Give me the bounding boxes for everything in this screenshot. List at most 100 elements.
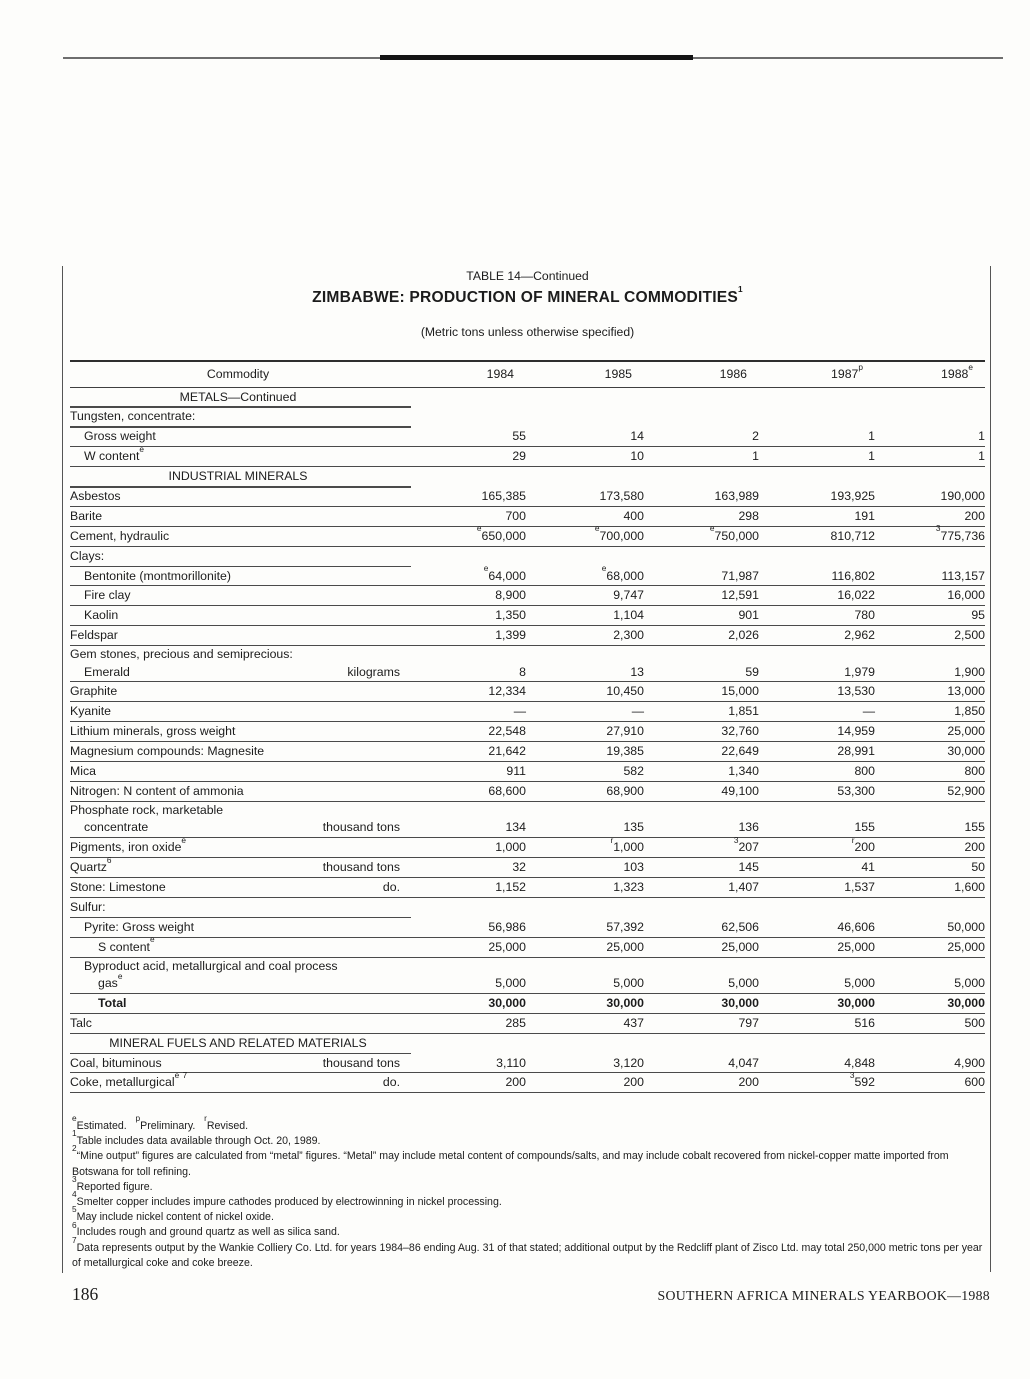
value-cell: 1,407 [728, 879, 759, 894]
value-cell: e68,000 [601, 563, 644, 583]
commodity-label: Graphite [70, 684, 118, 699]
category-row: Tungsten, concentrate: [70, 407, 985, 428]
value-cell: e750,000 [709, 523, 759, 543]
page-title: ZIMBABWE: PRODUCTION OF MINERAL COMMODIT… [312, 284, 743, 306]
section-row: INDUSTRIAL MINERALS [70, 467, 985, 488]
value-cell: 59 [745, 664, 759, 679]
commodity-label: Kaolin [84, 608, 119, 623]
section-label: MINERAL FUELS AND RELATED MATERIALS [109, 1035, 367, 1050]
value-cell: 1 [868, 429, 875, 444]
commodity-column-header: Commodity [206, 367, 270, 381]
value-cell: 16,022 [837, 588, 875, 603]
value-cell: 116,802 [831, 568, 875, 583]
value-cell: 5,000 [613, 976, 644, 991]
value-cell: 200 [964, 508, 985, 523]
table-row: Mica 911 582 1,340 800 800 [70, 762, 985, 782]
value-cell: 3,120 [613, 1055, 644, 1070]
table-row: Stone: Limestone do. 1,152 1,323 1,407 1,537 1… [70, 878, 985, 898]
footnote: 3Reported figure. [72, 1173, 153, 1193]
value-cell: 190,000 [940, 488, 985, 503]
table-row: Gem stones, precious and semiprecious: Em… [70, 646, 985, 683]
value-cell: 173,580 [599, 488, 644, 503]
value-cell: e700,000 [594, 523, 644, 543]
table-row: Talc 285 437 797 516 500 [70, 1014, 985, 1034]
commodity-label: Pigments, iron oxidee [70, 834, 187, 855]
commodity-label: gase [98, 970, 123, 991]
value-cell: 71,987 [721, 568, 759, 583]
commodity-label: Total [98, 995, 127, 1010]
unit-label: kilograms [347, 664, 400, 679]
value-cell: 68,900 [606, 783, 644, 798]
value-cell: 1,600 [954, 879, 985, 894]
short-rule [70, 485, 411, 488]
right-border-line [990, 266, 992, 1272]
value-cell: — [513, 704, 526, 719]
value-cell: 1 [978, 429, 985, 444]
value-cell: 46,606 [837, 919, 875, 934]
value-cell: 14,959 [837, 724, 875, 739]
value-cell: 145 [738, 860, 759, 875]
value-cell: 134 [505, 820, 526, 835]
value-cell: 14 [630, 429, 644, 444]
value-cell: 15,000 [721, 684, 759, 699]
section-label: INDUSTRIAL MINERALS [168, 469, 308, 484]
commodity-label: Bentonite (montmorillonite) [84, 568, 231, 583]
value-cell: 25,000 [721, 939, 759, 954]
value-cell: 582 [623, 764, 644, 779]
table-row: Total 30,000 30,000 30,000 30,000 30,000 [70, 994, 985, 1014]
commodity-label: Nitrogen: N content of ammonia [70, 783, 244, 798]
value-cell: 810,712 [830, 528, 875, 543]
value-cell: 30,000 [947, 995, 985, 1010]
table-row: Coal, bituminous thousand tons 3,110 3,120 4… [70, 1054, 985, 1074]
value-cell: 1,850 [954, 704, 985, 719]
value-cell: 800 [964, 764, 985, 779]
value-cell: 1 [868, 449, 875, 464]
value-cell: 3775,736 [935, 523, 985, 543]
section-row: METALS—Continued [70, 388, 985, 408]
year-column-header: 1984 [486, 367, 514, 381]
value-cell: 113,157 [941, 568, 985, 583]
category-label: Tungsten, concentrate: [70, 409, 196, 424]
value-cell: 25,000 [488, 939, 526, 954]
commodity-label: Magnesium compounds: Magnesite [70, 744, 265, 759]
commodity-label: Barite [70, 508, 103, 523]
commodity-label: Byproduct acid, metallurgical and coal p… [84, 958, 338, 973]
table-row: Kyanite — — 1,851 — 1,850 [70, 702, 985, 723]
commodity-label: Feldspar [70, 628, 118, 643]
value-cell: 62,506 [721, 919, 759, 934]
commodity-label: Kyanite [70, 704, 112, 719]
value-cell: 22,548 [488, 724, 526, 739]
commodity-label: Phosphate rock, marketable [70, 802, 224, 817]
unit-label: do. [382, 879, 400, 894]
value-cell: 200 [964, 840, 985, 855]
value-cell: 193,925 [830, 488, 875, 503]
section-label: METALS—Continued [179, 389, 297, 404]
value-cell: 28,991 [837, 744, 875, 759]
value-cell: 191 [854, 508, 875, 523]
value-cell: 2,026 [728, 628, 759, 643]
value-cell: 437 [623, 1015, 644, 1030]
value-cell: 155 [854, 820, 875, 835]
value-cell: 16,000 [947, 588, 985, 603]
value-cell: 516 [854, 1015, 875, 1030]
table-row: S contente 25,000 25,000 25,000 25,000 25,000 [70, 935, 985, 958]
value-cell: 25,000 [606, 939, 644, 954]
value-cell: 30,000 [488, 995, 526, 1010]
commodity-label: Emerald [84, 664, 130, 679]
value-cell: 4,047 [728, 1055, 759, 1070]
value-cell: 1,000 [495, 840, 526, 855]
value-cell: 30,000 [606, 995, 644, 1010]
value-cell: 21,642 [488, 744, 526, 759]
value-cell: 50,000 [947, 919, 985, 934]
value-cell: 200 [738, 1075, 759, 1090]
value-cell: 52,900 [947, 783, 985, 798]
value-cell: — [631, 704, 644, 719]
category-row: Clays: [70, 547, 985, 568]
short-rule [70, 426, 411, 428]
value-cell: 500 [964, 1015, 985, 1030]
value-cell: 5,000 [954, 976, 985, 991]
value-cell: 25,000 [947, 939, 985, 954]
table-row: Cement, hydraulic e650,000 e700,000 e750,00… [70, 523, 985, 547]
value-cell: 53,300 [837, 783, 875, 798]
year-column-header: 1988e [941, 361, 973, 381]
